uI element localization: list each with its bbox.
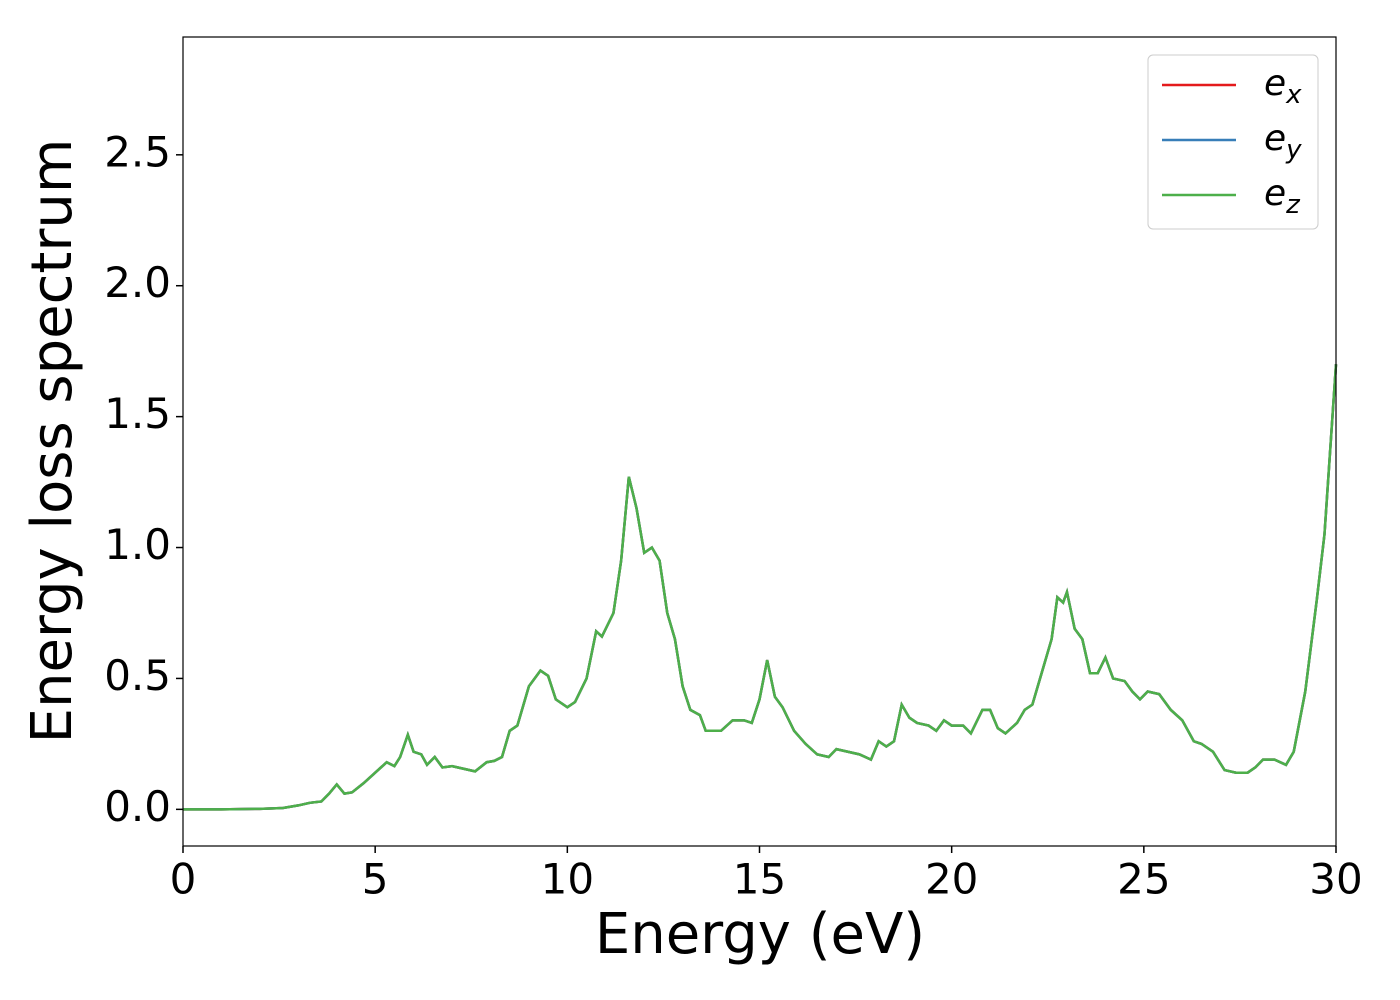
y-tick-label: 1.0 — [104, 520, 171, 569]
series-line — [183, 364, 1338, 811]
legend-label-sub: x — [1285, 80, 1302, 110]
legend-label: ey — [1264, 118, 1302, 165]
y-tick-label: 2.0 — [104, 258, 171, 307]
plot-frame — [182, 36, 1337, 847]
y-tick-label: 2.5 — [104, 127, 171, 176]
x-tick-label: 0 — [170, 855, 197, 904]
legend-box — [1147, 54, 1319, 230]
legend-label-sub: y — [1285, 135, 1302, 165]
series-line — [183, 364, 1338, 811]
legend-label-base: e — [1264, 63, 1286, 104]
x-tick-label: 5 — [362, 855, 389, 904]
y-axis-label: Energy loss spectrum — [20, 139, 85, 744]
series-line — [183, 364, 1338, 811]
legend-label: ex — [1264, 63, 1302, 110]
x-tick-label: 25 — [1117, 855, 1170, 904]
y-tick-label: 0.0 — [104, 782, 171, 831]
x-tick-label: 20 — [925, 855, 978, 904]
x-tick-label: 30 — [1309, 855, 1362, 904]
x-axis-label: Energy (eV) — [595, 902, 925, 967]
legend-label-base: e — [1264, 173, 1286, 214]
legend-label-base: e — [1264, 118, 1286, 159]
legend-label-sub: z — [1285, 190, 1301, 220]
x-tick-label: 10 — [541, 855, 594, 904]
x-tick-label: 15 — [733, 855, 786, 904]
y-tick-label: 0.5 — [104, 651, 171, 700]
legend-label: ez — [1264, 173, 1301, 220]
y-tick-label: 1.5 — [104, 389, 171, 438]
